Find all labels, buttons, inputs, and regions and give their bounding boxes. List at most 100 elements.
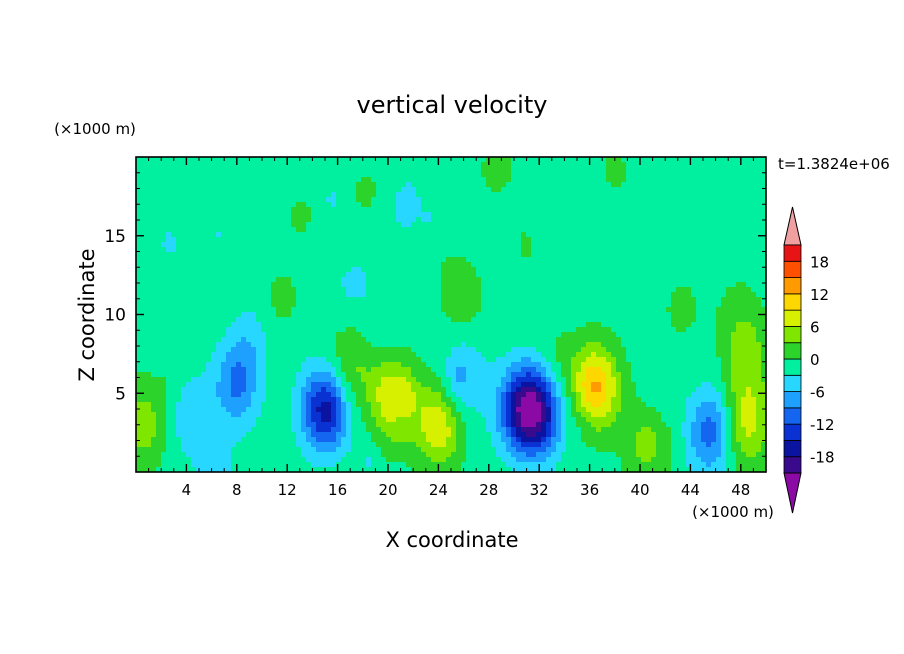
field-cell [321,217,327,223]
field-cell [266,307,272,313]
field-cell [666,217,672,223]
field-cell [366,177,372,183]
field-cell [556,287,562,293]
field-cell [591,332,597,338]
field-cell [406,202,412,208]
field-cell [226,312,232,318]
field-cell [701,187,707,193]
field-cell [311,157,317,163]
field-cell [646,167,652,173]
field-cell [416,217,422,223]
field-cell [636,197,642,203]
field-cell [201,287,207,293]
field-cell [261,267,267,273]
field-cell [516,162,522,168]
field-cell [391,157,397,163]
field-cell [456,212,462,218]
field-cell [631,252,637,258]
field-cell [461,282,467,288]
field-cell [441,212,447,218]
field-cell [251,277,257,283]
field-cell [696,307,702,313]
field-cell [481,182,487,188]
field-cell [231,187,237,193]
field-cell [321,262,327,268]
field-cell [736,277,742,283]
field-cell [136,212,142,218]
field-cell [451,347,457,353]
field-cell [711,247,717,253]
field-cell [176,287,182,293]
field-cell [366,187,372,193]
field-cell [391,292,397,298]
field-cell [271,322,277,328]
field-cell [711,262,717,268]
field-cell [706,322,712,328]
field-cell [581,192,587,198]
field-cell [551,167,557,173]
field-cell [381,282,387,288]
field-cell [381,267,387,273]
field-cell [441,297,447,303]
field-cell [421,237,427,243]
field-cell [531,232,537,238]
field-cell [146,172,152,178]
field-cell [571,297,577,303]
field-cell [686,292,692,298]
field-cell [471,212,477,218]
field-cell [531,327,537,333]
field-cell [301,157,307,163]
field-cell [731,307,737,313]
field-cell [491,352,497,358]
field-cell [386,172,392,178]
field-cell [586,347,592,353]
field-cell [321,327,327,333]
field-cell [411,307,417,313]
field-cell [441,282,447,288]
field-cell [216,237,222,243]
field-cell [236,327,242,333]
field-cell [456,352,462,358]
field-cell [366,222,372,228]
field-cell [351,192,357,198]
field-cell [391,272,397,278]
field-cell [481,167,487,173]
field-cell [751,277,757,283]
field-cell [546,177,552,183]
field-cell [151,352,157,358]
field-cell [646,172,652,178]
field-cell [711,222,717,228]
field-cell [421,347,427,353]
field-cell [256,217,262,223]
field-cell [286,297,292,303]
field-cell [571,197,577,203]
field-cell [706,222,712,228]
field-cell [421,332,427,338]
field-cell [761,322,767,328]
field-cell [676,342,682,348]
field-cell [226,302,232,308]
field-cell [371,262,377,268]
field-cell [166,267,172,273]
field-cell [331,292,337,298]
field-cell [451,292,457,298]
field-cell [201,217,207,223]
field-cell [696,162,702,168]
field-cell [746,312,752,318]
field-cell [191,242,197,248]
field-cell [741,292,747,298]
field-cell [556,207,562,213]
field-cell [306,212,312,218]
field-cell [606,242,612,248]
field-cell [146,207,152,213]
field-cell [726,217,732,223]
field-cell [166,172,172,178]
field-cell [601,297,607,303]
field-cell [391,287,397,293]
field-cell [156,237,162,243]
field-cell [591,277,597,283]
field-cell [691,212,697,218]
field-cell [401,232,407,238]
field-cell [396,207,402,213]
field-cell [681,282,687,288]
